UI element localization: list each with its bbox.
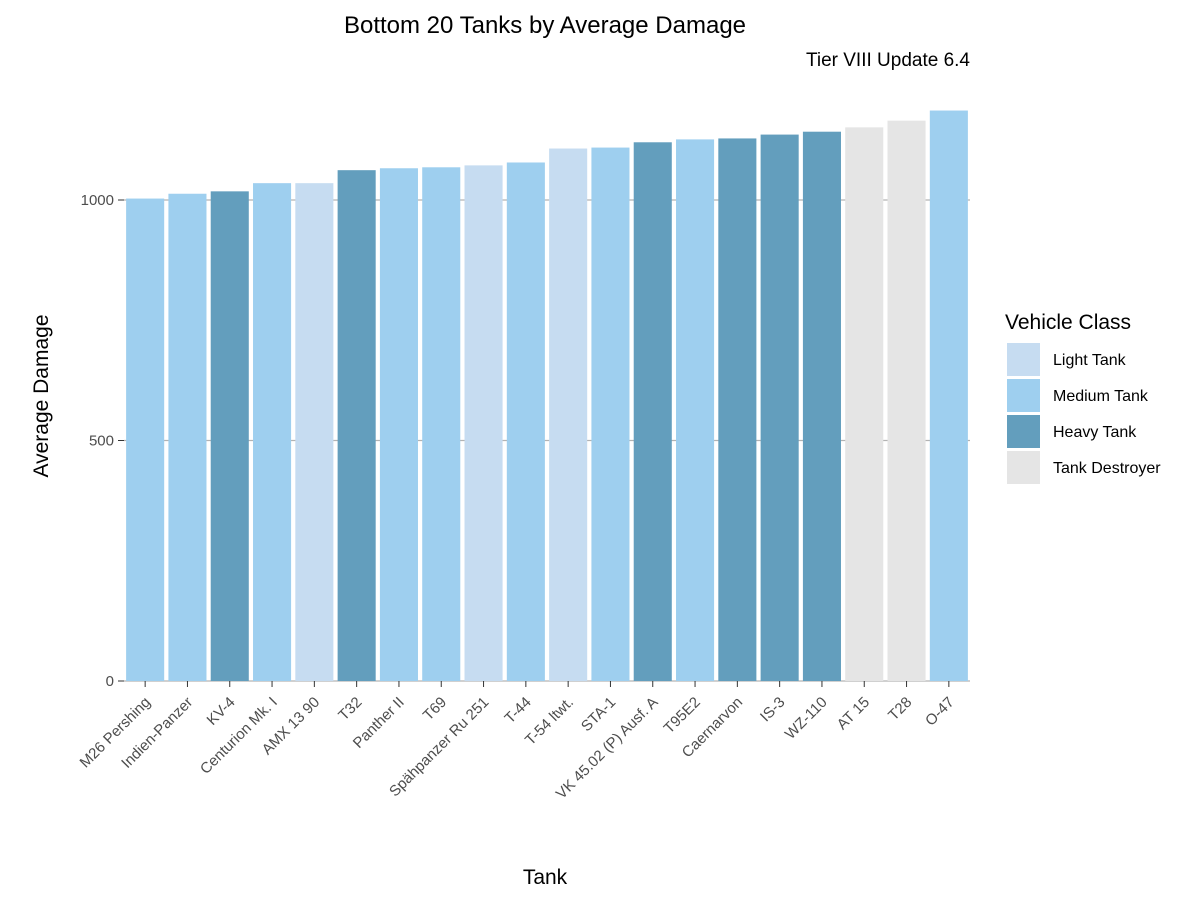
bar (591, 147, 630, 682)
x-tick-label: T69 (420, 694, 450, 724)
x-axis-label: Tank (523, 866, 568, 889)
x-tick-label: O-47 (922, 694, 958, 730)
x-tick-label: WZ-110 (782, 694, 831, 743)
y-axis-label: Average Damage (30, 314, 53, 477)
legend: Vehicle Class Light Tank Medium Tank Heavy… (1005, 311, 1161, 484)
bar (929, 110, 968, 681)
bar (295, 183, 334, 682)
bar (168, 193, 207, 681)
legend-label: Tank Destroyer (1053, 460, 1161, 477)
legend-swatch (1007, 379, 1040, 412)
bar (845, 127, 884, 681)
bar (422, 167, 461, 682)
y-tick-label: 0 (106, 673, 114, 690)
x-tick-label: T32 (335, 694, 365, 724)
chart-subtitle: Tier VIII Update 6.4 (806, 50, 970, 71)
y-axis-ticks: 0 500 1000 (81, 192, 124, 690)
bar (210, 191, 249, 682)
y-tick-label: 1000 (81, 192, 114, 209)
bar (676, 139, 715, 682)
y-tick-label: 500 (89, 433, 114, 450)
legend-swatch (1007, 415, 1040, 448)
gridlines (124, 199, 970, 682)
bar (337, 170, 376, 682)
x-tick-label: T-44 (501, 694, 534, 727)
x-tick-label: T28 (885, 694, 915, 724)
bar (506, 162, 545, 681)
bar (464, 165, 503, 682)
bar (887, 120, 926, 681)
bar (253, 183, 292, 682)
legend-title: Vehicle Class (1005, 311, 1131, 334)
x-tick-label: KV-4 (204, 694, 239, 729)
bar (126, 198, 165, 681)
legend-label: Medium Tank (1053, 388, 1149, 405)
legend-label: Light Tank (1053, 352, 1127, 369)
bar (379, 168, 418, 681)
bar (802, 131, 841, 681)
bar (549, 148, 588, 681)
bar (760, 134, 799, 682)
legend-swatch (1007, 343, 1040, 376)
bar (633, 142, 672, 681)
bar (718, 138, 757, 681)
legend-swatch (1007, 451, 1040, 484)
x-tick-label: IS-3 (757, 694, 788, 725)
legend-label: Heavy Tank (1053, 424, 1137, 441)
chart-title: Bottom 20 Tanks by Average Damage (344, 12, 746, 39)
bars (126, 110, 968, 682)
x-tick-label: AT 15 (834, 694, 873, 733)
